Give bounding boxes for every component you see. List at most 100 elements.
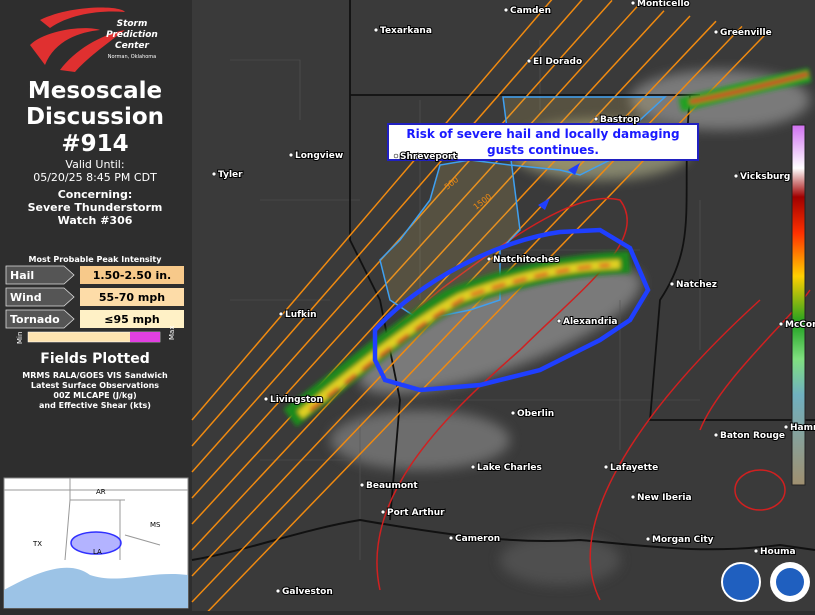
valid-time: 05/20/25 8:45 PM CDT (33, 171, 157, 184)
city-dot (359, 482, 365, 488)
city-dot (603, 464, 609, 470)
city-label: Galveston (282, 587, 333, 597)
valid-label: Valid Until: (65, 158, 124, 171)
logo-text: Storm (117, 19, 148, 29)
title: Mesoscale (28, 78, 162, 104)
city-label: Camden (510, 6, 551, 16)
shear-contour (191, 0, 583, 447)
city-dot (278, 311, 284, 317)
row-value: 1.50-2.50 in. (93, 269, 171, 282)
row-value: 55-70 mph (99, 291, 165, 304)
city-dot (778, 321, 784, 327)
city-dot (669, 281, 675, 287)
concerning: Severe Thunderstorm (28, 201, 163, 214)
city-label: El Dorado (533, 57, 582, 67)
scale-max: Max (168, 326, 176, 340)
city-label: Natchez (676, 280, 717, 290)
city-label: Morgan City (652, 535, 714, 545)
city-label: Lake Charles (477, 463, 542, 473)
logo-text: Center (115, 41, 150, 51)
row-label: Tornado (10, 313, 60, 326)
city-label: Beaumont (366, 481, 418, 491)
city-label: Alexandria (563, 317, 617, 327)
city-dot (448, 535, 454, 541)
inset-label: LA (93, 548, 102, 556)
fields-line: 00Z MLCAPE (J/kg) (53, 391, 136, 400)
city-dot (263, 396, 269, 402)
city-label: Oberlin (517, 409, 554, 419)
concerning-label: Concerning: (58, 188, 133, 201)
map: Risk of severe hail and locally damaging… (191, 0, 815, 615)
city-dot (211, 171, 217, 177)
fields-line: and Effective Shear (kts) (39, 401, 151, 410)
city-label: Natchitoches (493, 255, 559, 265)
row-value-box (80, 266, 184, 284)
city-dot (470, 464, 476, 470)
city-dot (503, 7, 509, 13)
city-label: New Iberia (637, 493, 692, 503)
annotation-line: gusts continues. (487, 143, 599, 157)
city-label: Shreveport (400, 152, 457, 162)
city-dot (753, 548, 759, 554)
city-dot (713, 29, 719, 35)
city-dot (373, 27, 379, 33)
city-label: Houma (760, 547, 796, 557)
title: Discussion (26, 104, 164, 130)
fields-line: MRMS RALA/GOES VIS Sandwich (22, 371, 168, 380)
fields-line: Latest Surface Observations (31, 381, 159, 390)
annotation: Risk of severe hail and locally damaging… (387, 123, 699, 161)
city-dot (783, 424, 789, 430)
row-value: ≤95 mph (104, 313, 160, 326)
shear-contour (191, 15, 691, 551)
title: #914 (61, 131, 128, 157)
city-label: Bastrop (600, 115, 640, 125)
row-label: Hail (10, 269, 34, 282)
shear-contour (191, 0, 553, 421)
row-label: Wind (10, 291, 42, 304)
city-dot (526, 58, 532, 64)
intensity-title: Most Probable Peak Intensity (29, 255, 163, 264)
shear-contour (191, 25, 743, 603)
city-label: Tyler (218, 170, 243, 180)
city-label: McComb (785, 320, 815, 330)
city-dot (630, 0, 636, 6)
agency-logos (721, 562, 810, 602)
city-dot (713, 432, 719, 438)
city-label: Vicksburg (740, 172, 790, 182)
city-label: Cameron (455, 534, 500, 544)
row-label-box (5, 309, 75, 329)
city-label: Livingston (270, 395, 323, 405)
city-label: Lafayette (610, 463, 658, 473)
city-dot (288, 152, 294, 158)
city-dot (645, 536, 651, 542)
fields-title: Fields Plotted (40, 351, 149, 367)
city-label: Hammond (790, 423, 815, 433)
intensity-rows: Hail 1.50-2.50 in. Wind 55-70 mph Tornado ≤95… (5, 265, 184, 329)
city-label: Lufkin (285, 310, 317, 320)
city-label: Texarkana (380, 26, 432, 36)
city-dot (393, 153, 399, 159)
city-labels: Camden Monticello Greenville Texarkana El Do… (211, 0, 815, 598)
city-label: Baton Rouge (720, 431, 785, 441)
annotation-line: Risk of severe hail and locally damaging (406, 127, 679, 141)
inset-label: TX (32, 540, 42, 548)
shear-contour (191, 5, 639, 499)
row-label-box (5, 265, 75, 285)
inset-map: AR TX LA MS (3, 477, 189, 609)
row-value-box (80, 288, 184, 306)
scale-min: Min (16, 332, 24, 344)
logo: Storm Prediction Center Norman, Oklahoma (30, 7, 158, 72)
city-label: Monticello (637, 0, 690, 9)
city-dot (630, 494, 636, 500)
city-dot (380, 509, 386, 515)
city-dot (486, 256, 492, 262)
inset-label: MS (150, 521, 161, 529)
concerning: Watch #306 (58, 214, 133, 227)
row-label-box (5, 287, 75, 307)
city-dot (510, 410, 516, 416)
city-dot (556, 318, 562, 324)
intensity-scale: Min Max (16, 326, 176, 344)
row-value-box (80, 310, 184, 328)
logo-sub: Norman, Oklahoma (108, 54, 157, 60)
